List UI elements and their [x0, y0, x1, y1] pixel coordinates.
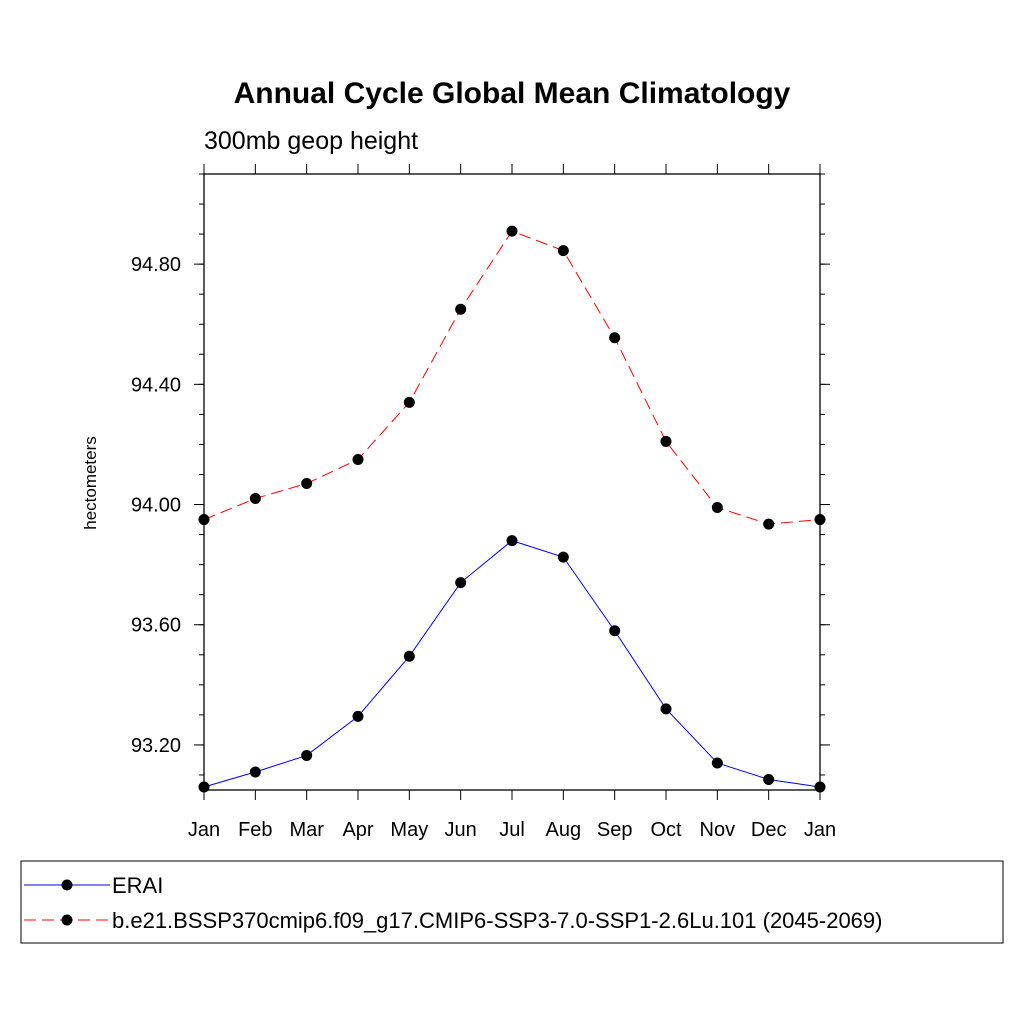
series-0-point — [352, 710, 364, 722]
series-1-point — [609, 332, 621, 344]
x-tick-label: Jan — [188, 819, 220, 841]
y-tick-label: 94.80 — [131, 254, 181, 276]
series-1-point — [763, 518, 775, 530]
legend-marker-1 — [61, 914, 73, 926]
x-tick-label: Apr — [342, 819, 373, 841]
x-tick-label: Aug — [546, 819, 582, 841]
x-tick-label: Oct — [650, 819, 682, 841]
x-tick-label: Sep — [597, 819, 633, 841]
y-tick-labels: 93.20 93.60 94.00 94.40 94.80 — [131, 254, 181, 757]
x-tick-label: Feb — [238, 819, 272, 841]
legend-label-1: b.e21.BSSP370cmip6.f09_g17.CMIP6-SSP3-7.… — [112, 908, 882, 933]
series-1-point — [660, 435, 672, 447]
chart-subtitle: 300mb geop height — [204, 127, 418, 155]
x-tick-label: Jan — [804, 819, 836, 841]
series-layer — [198, 225, 826, 793]
legend: ERAI b.e21.BSSP370cmip6.f09_g17.CMIP6-SSP… — [24, 873, 882, 933]
y-tick-label: 94.40 — [131, 374, 181, 396]
legend-marker-0 — [61, 879, 73, 891]
series-1-point — [711, 502, 723, 514]
series-1-point — [506, 225, 518, 237]
legend-label-0: ERAI — [112, 873, 163, 898]
x-tick-label: Jul — [499, 819, 525, 841]
x-tick-label: May — [390, 819, 428, 841]
series-1-point — [557, 245, 569, 257]
series-0-point — [711, 757, 723, 769]
series-0-point — [506, 535, 518, 547]
series-1-point — [455, 303, 467, 315]
series-0-point — [249, 766, 261, 778]
y-tick-label: 94.00 — [131, 495, 181, 517]
series-0-point — [660, 703, 672, 715]
series-line-1 — [203, 230, 821, 525]
series-1-point — [352, 453, 364, 465]
series-1-point — [814, 514, 826, 526]
series-1-point — [403, 396, 415, 408]
x-tick-label: Nov — [700, 819, 736, 841]
axis-ticks — [194, 164, 830, 800]
x-tick-labels: Jan Feb Mar Apr May Jun Jul Aug Sep Oct Nov Dec Jan — [188, 819, 836, 841]
series-1-point — [198, 514, 210, 526]
x-tick-label: Mar — [289, 819, 324, 841]
series-0-point — [403, 650, 415, 662]
series-0-point — [609, 625, 621, 637]
series-1-point — [249, 493, 261, 505]
series-0-point — [455, 577, 467, 589]
series-line-0 — [203, 540, 821, 788]
series-1-point — [301, 478, 313, 490]
legend-box — [20, 860, 1004, 944]
plot-frame — [203, 173, 821, 791]
series-0-point — [198, 781, 210, 793]
y-tick-label: 93.20 — [131, 735, 181, 757]
x-tick-label: Jun — [445, 819, 477, 841]
chart-title: Annual Cycle Global Mean Climatology — [234, 77, 791, 110]
x-tick-label: Dec — [751, 819, 787, 841]
series-0-point — [763, 773, 775, 785]
series-0-point — [557, 551, 569, 563]
y-axis-label: hectometers — [81, 436, 100, 530]
series-0-point — [301, 749, 313, 761]
y-tick-label: 93.60 — [131, 615, 181, 637]
series-0-point — [814, 781, 826, 793]
